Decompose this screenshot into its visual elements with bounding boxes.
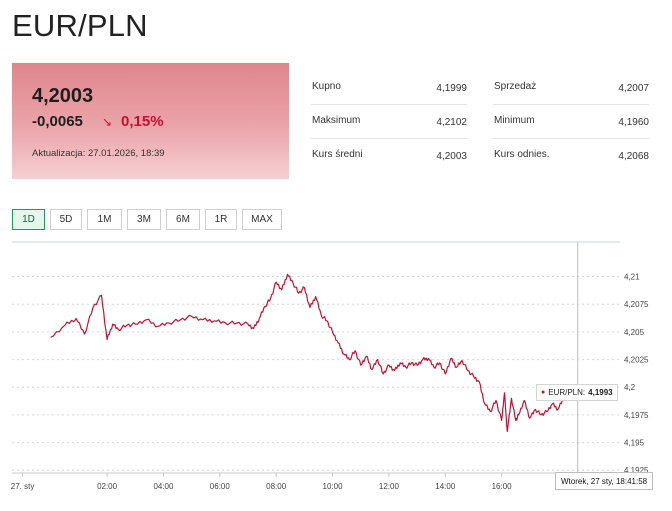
- tooltip-series-label: EUR/PLN:: [548, 388, 586, 397]
- stat-value: 4,2007: [618, 83, 649, 94]
- last-update: Aktualizacja: 27.01.2026, 18:39: [32, 148, 165, 159]
- range-selector: 1D 5D 1M 3M 6M 1R MAX: [12, 209, 282, 230]
- y-tick-label: 4,1975: [624, 411, 649, 420]
- stat-value: 4,1999: [436, 83, 467, 94]
- range-button-1m[interactable]: 1M: [87, 209, 122, 230]
- x-axis: 27. sty 02:00 04:00 06:00 08:00 10:00 12:00 14:…: [11, 473, 512, 491]
- x-tick-label: 04:00: [153, 482, 174, 491]
- crosshair-time-label: Wtorek, 27 sty, 18:41:58: [555, 472, 654, 490]
- x-tick-label: 14:00: [435, 482, 456, 491]
- range-button-6m[interactable]: 6M: [166, 209, 200, 230]
- x-tick-label: 08:00: [266, 482, 287, 491]
- stat-row: Kurs średni 4,2003: [311, 139, 467, 172]
- stat-row: Kurs odnies. 4,2068: [493, 139, 649, 172]
- stat-label: Minimum: [494, 115, 535, 126]
- stat-value: 4,2003: [436, 151, 467, 162]
- stat-row: Minimum 4,1960: [493, 105, 649, 139]
- stat-value: 4,2102: [436, 117, 467, 128]
- stat-row: Sprzedaż 4,2007: [493, 71, 649, 105]
- stat-row: Kupno 4,1999: [311, 71, 467, 105]
- x-tick-label: 10:00: [323, 482, 344, 491]
- x-tick-label: 16:00: [492, 482, 513, 491]
- y-tick-label: 4,2025: [624, 356, 649, 365]
- stat-value: 4,2068: [618, 151, 649, 162]
- y-tick-label: 4,2075: [624, 300, 649, 309]
- stat-label: Sprzedaż: [494, 81, 537, 92]
- series-line-eurpln: [50, 273, 578, 433]
- range-button-3m[interactable]: 3M: [127, 209, 161, 230]
- current-price: 4,2003: [32, 85, 94, 107]
- arrow-down-right-icon: ↘: [102, 115, 113, 129]
- chart-grid: [12, 276, 620, 474]
- stat-label: Kurs średni: [312, 149, 363, 160]
- y-tick-label: 4,21: [624, 273, 640, 282]
- x-tick-label: 02:00: [97, 482, 118, 491]
- price-change: -0,0065: [32, 113, 83, 130]
- x-tick-label: 27. sty: [11, 482, 35, 491]
- y-tick-label: 4,195: [624, 439, 645, 448]
- stat-label: Kupno: [312, 81, 341, 92]
- price-chart[interactable]: 4,21 4,2075 4,205 4,2025 4,2 4,1975 4,195 4,192…: [0, 240, 672, 511]
- range-button-1d[interactable]: 1D: [12, 209, 45, 230]
- stat-label: Maksimum: [312, 115, 361, 126]
- series-dot-icon: ●: [541, 389, 546, 396]
- page-title: EUR/PLN: [12, 8, 148, 43]
- tooltip-value: 4,1993: [588, 388, 613, 397]
- y-tick-label: 4,2: [624, 383, 636, 392]
- stats-left: Kupno 4,1999 Maksimum 4,2102 Kurs średni…: [311, 71, 467, 172]
- range-button-max[interactable]: MAX: [242, 209, 282, 230]
- stats-right: Sprzedaż 4,2007 Minimum 4,1960 Kurs odni…: [493, 71, 649, 172]
- range-button-5d[interactable]: 5D: [50, 209, 82, 230]
- stat-row: Maksimum 4,2102: [311, 105, 467, 139]
- chart-tooltip: ● EUR/PLN: 4,1993: [536, 384, 618, 401]
- y-tick-label: 4,1925: [624, 466, 649, 475]
- stat-label: Kurs odnies.: [494, 149, 550, 160]
- range-button-1r[interactable]: 1R: [205, 209, 237, 230]
- stat-value: 4,1960: [618, 117, 649, 128]
- price-change-percent: 0,15%: [121, 113, 164, 130]
- y-tick-label: 4,205: [624, 328, 645, 337]
- x-tick-label: 06:00: [210, 482, 231, 491]
- y-axis: 4,21 4,2075 4,205 4,2025 4,2 4,1975 4,195 4,192…: [624, 273, 649, 476]
- x-tick-label: 12:00: [379, 482, 400, 491]
- quote-card: 4,2003 -0,0065 ↘ 0,15% Aktualizacja: 27.…: [12, 63, 289, 179]
